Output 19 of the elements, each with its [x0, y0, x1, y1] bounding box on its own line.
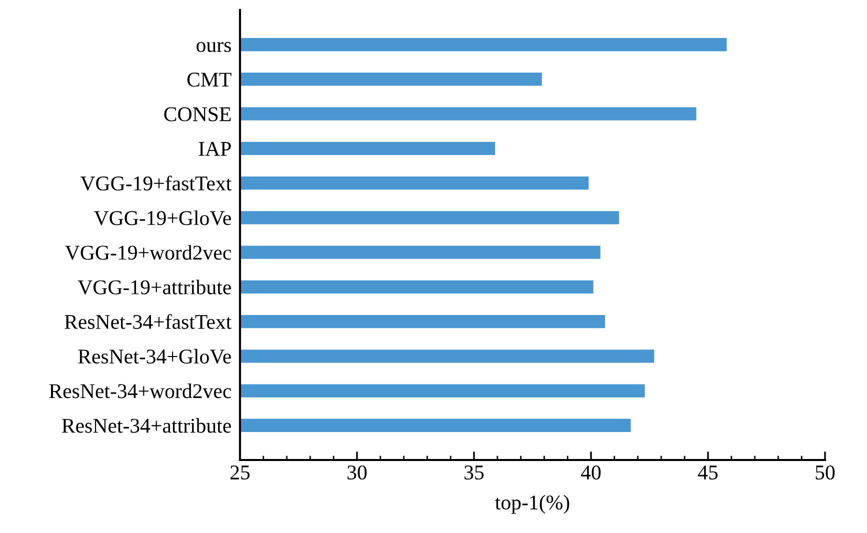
x-axis-title: top-1(%) — [495, 494, 570, 514]
x-tick-label: 45 — [698, 466, 718, 480]
y-tick-label: ours — [196, 42, 231, 52]
y-tick-label: VGG-19+GloVe — [94, 210, 231, 226]
x-tick-label: 50 — [816, 465, 835, 480]
y-tick-label: VGG-19+attribute — [78, 280, 231, 294]
y-tick-label: ResNet-34+word2vec — [49, 384, 232, 398]
y-tick-label: VGG-19+fastText — [80, 176, 232, 191]
y-tick-label: ResNet-34+fastText — [64, 314, 232, 329]
y-tick-label: CMT — [187, 72, 232, 87]
y-tick-label: ResNet-34+attribute — [62, 418, 231, 433]
y-tick-label: ResNet-34+GloVe — [78, 348, 231, 364]
x-tick-label: 30 — [348, 465, 367, 480]
y-tick-label: VGG-19+word2vec — [65, 245, 232, 260]
y-tick-label: CONSE — [164, 107, 231, 122]
x-tick-label: 35 — [464, 466, 484, 480]
x-tick-label: 25 — [230, 466, 250, 480]
y-tick-label: IAP — [198, 142, 231, 156]
x-tick-label: 40 — [580, 465, 601, 480]
